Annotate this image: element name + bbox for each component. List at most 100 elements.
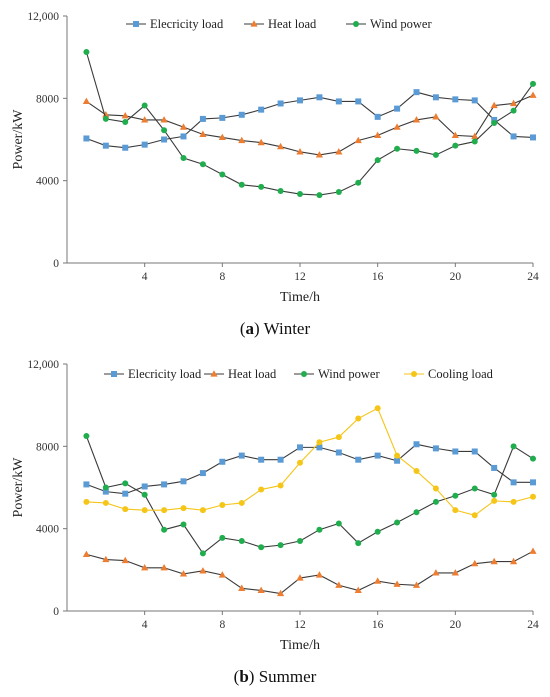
data-point-circle <box>510 443 517 450</box>
data-point-circle <box>219 171 226 178</box>
y-tick-label: 0 <box>53 606 59 618</box>
data-point-square <box>297 444 303 451</box>
legend-label: Elecricity load <box>128 367 202 381</box>
chart-caption: (a) Winter <box>240 319 311 338</box>
data-point-circle <box>374 157 381 164</box>
data-point-circle <box>102 115 109 122</box>
data-point-circle <box>219 501 226 508</box>
legend-label: Heat load <box>268 17 317 31</box>
data-point-square <box>141 483 148 490</box>
data-point-square <box>83 135 90 142</box>
data-point-circle <box>432 498 439 505</box>
data-point-triangle <box>412 116 421 123</box>
data-point-circle <box>355 540 362 547</box>
data-point-circle <box>102 484 109 491</box>
data-point-circle <box>530 80 536 87</box>
data-point-triangle <box>374 577 382 584</box>
data-point-square <box>374 113 381 120</box>
data-point-circle <box>413 509 420 516</box>
data-point-square <box>180 133 187 140</box>
data-point-circle <box>161 507 168 514</box>
data-point-triangle <box>354 586 362 594</box>
legend-item: Wind power <box>346 17 432 31</box>
data-point-square <box>219 114 226 121</box>
data-point-triangle <box>471 132 479 140</box>
x-tick-label: 4 <box>142 619 148 631</box>
data-point-square <box>297 97 303 104</box>
x-tick-label: 8 <box>219 619 225 631</box>
data-point-triangle <box>238 584 246 591</box>
data-point-square <box>413 89 420 96</box>
data-point-triangle <box>335 148 343 155</box>
data-point-circle <box>277 482 284 489</box>
data-point-triangle <box>218 571 226 578</box>
x-tick-label: 12 <box>294 619 306 631</box>
data-point-circle <box>413 147 420 154</box>
data-point-triangle <box>451 131 459 138</box>
legend-marker <box>250 20 258 27</box>
data-point-circle <box>199 550 206 557</box>
series-line <box>86 407 534 516</box>
legend-marker <box>411 371 417 377</box>
y-tick-label: 0 <box>53 258 59 270</box>
caption-letter: a <box>246 319 255 338</box>
series-line <box>85 51 534 196</box>
data-point-circle <box>471 485 478 492</box>
data-point-triangle <box>199 130 207 137</box>
data-point-circle <box>83 433 90 440</box>
data-point-triangle <box>315 571 324 578</box>
data-point-square <box>258 106 265 113</box>
data-point-triangle <box>529 91 537 98</box>
data-point-square <box>219 458 226 465</box>
legend-marker <box>133 21 139 27</box>
series-line <box>86 550 534 595</box>
series-elecricity-load <box>83 441 536 497</box>
x-tick-label: 12 <box>294 271 306 283</box>
data-point-square <box>122 144 129 151</box>
legend-item: Heat load <box>204 367 277 381</box>
y-tick-label: 12,000 <box>27 359 59 371</box>
series-wind-power <box>83 433 536 557</box>
data-point-triangle <box>490 101 498 109</box>
y-axis-title: Power/kW <box>11 457 26 518</box>
data-point-triangle <box>238 136 246 144</box>
data-point-circle <box>141 507 148 514</box>
legend-label: Elecricity load <box>150 17 224 31</box>
data-point-square <box>452 448 459 455</box>
legend-item: Cooling load <box>404 367 494 381</box>
data-point-triangle <box>509 557 518 565</box>
data-point-circle <box>355 179 362 186</box>
data-point-circle <box>219 534 226 541</box>
data-point-circle <box>180 521 187 528</box>
data-point-circle <box>277 542 284 549</box>
data-point-square <box>277 456 284 463</box>
y-tick-label: 8000 <box>36 441 59 453</box>
data-point-circle <box>530 493 536 500</box>
data-point-triangle <box>121 556 129 564</box>
data-point-square <box>394 105 401 112</box>
data-point-circle <box>355 415 362 422</box>
data-point-square <box>510 133 517 140</box>
data-point-circle <box>510 498 517 505</box>
data-point-triangle <box>179 123 188 130</box>
x-tick-label: 24 <box>527 271 539 283</box>
data-point-circle <box>491 491 498 498</box>
data-point-circle <box>122 480 129 487</box>
data-point-circle <box>141 102 148 109</box>
data-point-circle <box>491 120 498 127</box>
data-point-triangle <box>412 581 421 588</box>
data-point-circle <box>238 181 245 188</box>
data-point-square <box>238 452 245 459</box>
legend-marker <box>353 21 359 27</box>
data-point-triangle <box>160 116 168 123</box>
y-tick-label: 8000 <box>36 93 59 105</box>
series-line <box>86 94 534 156</box>
chart-panel-summer: 0 4000 8000 12,000 4 8 12 16 20 24 Time/h Power/kW E… <box>0 348 550 688</box>
data-point-triangle <box>276 589 285 597</box>
data-point-circle <box>297 191 303 198</box>
data-point-circle <box>452 142 459 149</box>
data-point-circle <box>530 455 536 462</box>
data-point-circle <box>432 485 439 492</box>
data-point-circle <box>374 405 381 412</box>
data-point-circle <box>471 512 478 519</box>
